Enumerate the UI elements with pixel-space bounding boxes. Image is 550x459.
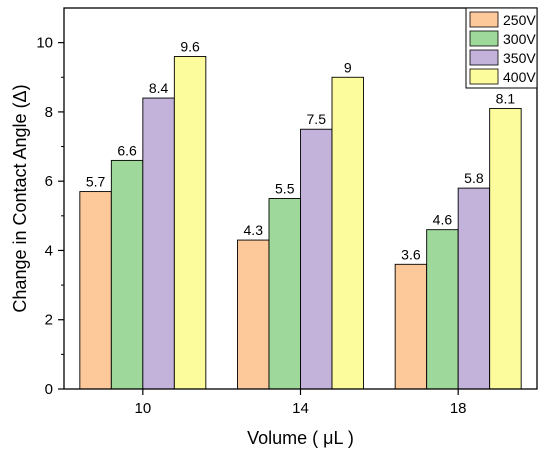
legend-label: 250V (503, 12, 536, 28)
bar-250V-10 (79, 191, 112, 390)
legend: 250V 300V 350V 400V (465, 7, 538, 89)
legend-label: 400V (503, 69, 536, 85)
data-label: 4.6 (433, 212, 453, 228)
data-label: 6.6 (117, 142, 137, 158)
data-label: 8.4 (149, 80, 169, 96)
x-tick-label: 14 (292, 400, 309, 417)
bars-layer (79, 56, 522, 390)
legend-swatch (469, 11, 499, 28)
legend-label: 350V (503, 50, 536, 66)
bar-250V-14 (237, 239, 270, 390)
x-tick-label: 10 (134, 400, 151, 417)
legend-swatch (469, 30, 499, 47)
x-axis: 10 14 18 (134, 389, 467, 417)
data-label: 3.6 (401, 246, 421, 262)
data-label: 9.6 (180, 38, 200, 54)
legend-label: 300V (503, 31, 536, 47)
y-axis: 0 2 4 6 8 10 (36, 35, 64, 398)
y-tick-label: 10 (36, 35, 53, 52)
bar-300V-18 (426, 229, 459, 390)
x-tick-label: 18 (450, 400, 467, 417)
bar-400V-10 (173, 56, 207, 390)
data-label: 8.1 (496, 90, 516, 106)
data-label: 5.7 (86, 174, 106, 190)
data-label: 9 (344, 59, 352, 75)
data-label: 5.8 (464, 170, 484, 186)
data-labels-layer: 5.7 6.6 8.4 9.6 4.3 5.5 7.5 9 3.6 4.6 5.8 8.1 (86, 38, 516, 262)
bar-250V-18 (394, 263, 428, 390)
y-axis-title: Change in Contact Angle (Δ) (10, 84, 30, 312)
bar-350V-14 (300, 128, 333, 390)
bar-400V-18 (489, 107, 522, 390)
data-label: 4.3 (244, 222, 264, 238)
bar-300V-10 (110, 159, 144, 390)
y-tick-label: 4 (45, 242, 53, 259)
legend-swatch (469, 49, 499, 66)
y-tick-label: 0 (45, 381, 53, 398)
bar-350V-18 (457, 187, 491, 390)
y-tick-label: 6 (45, 173, 53, 190)
bar-400V-14 (331, 76, 364, 390)
data-label: 7.5 (307, 111, 327, 127)
x-axis-title: Volume ( μL ) (247, 428, 354, 448)
y-tick-label: 2 (45, 312, 53, 329)
bar-300V-14 (268, 198, 301, 390)
bar-350V-10 (142, 97, 175, 390)
y-tick-label: 8 (45, 104, 53, 121)
legend-swatch (469, 68, 499, 85)
data-label: 5.5 (275, 181, 295, 197)
